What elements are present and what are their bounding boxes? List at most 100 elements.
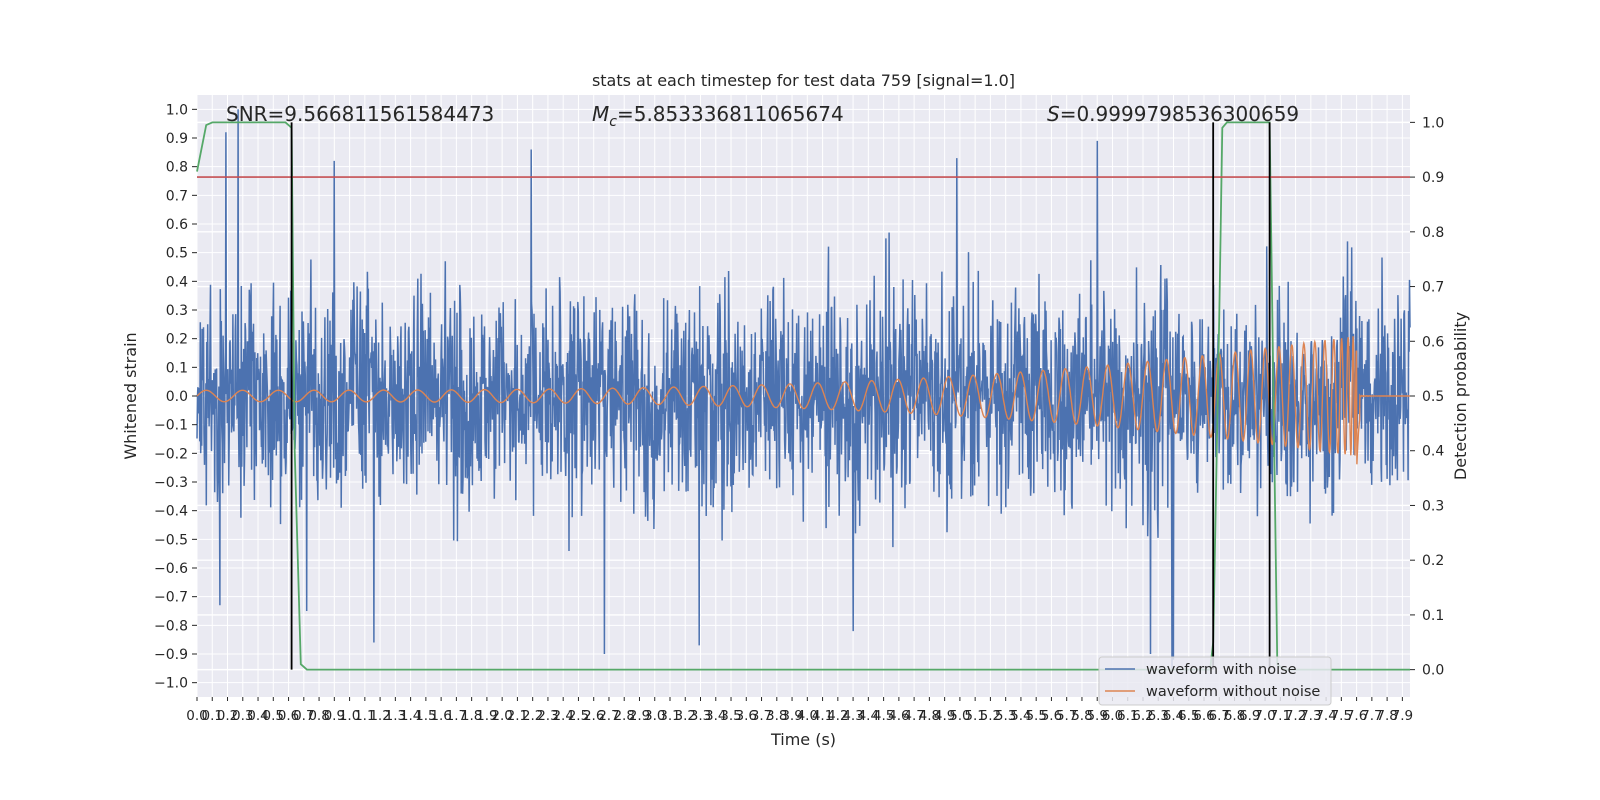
mc-subscript: c — [609, 114, 617, 130]
x-tick-label: 7.1 — [1270, 708, 1291, 724]
x-tick-label: 3.1 — [659, 708, 680, 724]
x-tick-label: 0.2 — [217, 708, 238, 724]
y-tick-label-left: 0.8 — [166, 160, 188, 176]
s-symbol: S — [1047, 102, 1060, 126]
x-tick-label: 4.4 — [858, 708, 879, 724]
y-tick-label-right: 0.0 — [1422, 663, 1444, 679]
x-tick-label: 6.9 — [1239, 708, 1260, 724]
x-tick-label: 2.1 — [507, 708, 528, 724]
y-tick-label-right: 0.3 — [1422, 498, 1444, 514]
y-tick-label-left: 0.9 — [166, 131, 188, 147]
legend: waveform with noise waveform without noi… — [1098, 656, 1332, 706]
x-tick-label: 4.0 — [797, 708, 818, 724]
y-tick-label-right: 0.7 — [1422, 280, 1444, 296]
x-tick-label: 5.0 — [949, 708, 970, 724]
x-tick-label: 7.7 — [1361, 708, 1382, 724]
x-tick-label: 3.9 — [781, 708, 802, 724]
x-tick-label: 1.9 — [476, 708, 497, 724]
x-tick-label: 7.3 — [1300, 708, 1321, 724]
x-tick-label: 2.2 — [522, 708, 543, 724]
x-tick-label: 3.7 — [751, 708, 772, 724]
x-tick-label: 7.6 — [1346, 708, 1367, 724]
x-tick-label: 0.0 — [186, 708, 207, 724]
x-tick-label: 3.4 — [705, 708, 726, 724]
y-tick-label-left: 0.7 — [166, 188, 188, 204]
x-tick-label: 3.6 — [736, 708, 757, 724]
x-tick-label: 6.8 — [1224, 708, 1245, 724]
y-tick-label-right: 0.2 — [1422, 553, 1444, 569]
y-tick-label-right: 0.1 — [1422, 608, 1444, 624]
x-tick-label: 5.4 — [1010, 708, 1031, 724]
x-tick-label: 1.0 — [339, 708, 360, 724]
y-tick-label-left: −0.2 — [154, 446, 188, 462]
x-tick-label: 5.1 — [964, 708, 985, 724]
x-tick-label: 1.2 — [369, 708, 390, 724]
y-tick-label-left: 0.5 — [166, 246, 188, 262]
x-tick-label: 5.7 — [1056, 708, 1077, 724]
x-tick-label: 0.3 — [232, 708, 253, 724]
x-tick-label: 0.8 — [308, 708, 329, 724]
series-layer — [196, 109, 1411, 671]
x-tick-label: 3.5 — [720, 708, 741, 724]
x-tick-label: 4.9 — [934, 708, 955, 724]
y-tick-label-left: 1.0 — [166, 102, 188, 118]
y-tick-label-left: 0.0 — [166, 389, 188, 405]
x-tick-label: 7.9 — [1392, 708, 1413, 724]
x-tick-label: 4.8 — [919, 708, 940, 724]
x-tick-label: 3.8 — [766, 708, 787, 724]
x-tick-label: 3.0 — [644, 708, 665, 724]
x-tick-label: 3.2 — [675, 708, 696, 724]
x-tick-label: 2.4 — [552, 708, 573, 724]
x-tick-label: 2.6 — [583, 708, 604, 724]
x-tick-label: 1.7 — [446, 708, 467, 724]
y-tick-label-left: −0.5 — [154, 532, 188, 548]
x-tick-label: 6.3 — [1148, 708, 1169, 724]
x-tick-label: 2.7 — [598, 708, 619, 724]
x-ticks: 0.00.10.20.30.40.50.60.70.80.91.01.11.21… — [186, 697, 1413, 724]
x-tick-label: 1.6 — [430, 708, 451, 724]
x-tick-label: 6.2 — [1132, 708, 1153, 724]
y-tick-label-left: −0.1 — [154, 418, 188, 434]
x-tick-label: 0.9 — [324, 708, 345, 724]
x-tick-label: 2.8 — [613, 708, 634, 724]
y-tick-label-left: −0.6 — [154, 561, 188, 577]
series-waveform-with-noise — [196, 109, 1411, 669]
x-tick-label: 4.5 — [873, 708, 894, 724]
y-axis-label-left: Whitened strain — [121, 332, 140, 459]
vertical-markers — [290, 122, 1271, 670]
x-tick-label: 7.2 — [1285, 708, 1306, 724]
x-tick-label: 6.6 — [1193, 708, 1214, 724]
y-tick-label-right: 1.0 — [1422, 115, 1444, 131]
y-tick-label-right: 0.9 — [1422, 170, 1444, 186]
x-tick-label: 0.1 — [202, 708, 223, 724]
x-tick-label: 5.3 — [995, 708, 1016, 724]
legend-box — [1098, 656, 1332, 706]
legend-label-noise: waveform with noise — [1146, 662, 1297, 678]
y-ticks-right: 0.0 0.1 0.2 0.3 0.4 0.5 0.6 0.7 0.8 0.9 1.0 — [1410, 115, 1444, 679]
y-tick-label-left: −1.0 — [154, 676, 188, 692]
x-tick-label: 0.5 — [263, 708, 284, 724]
s-annotation: S=0.9999798536300659 — [1047, 102, 1299, 126]
y-tick-label-left: 0.6 — [166, 217, 188, 233]
series-waveform-without-noise — [196, 336, 1410, 465]
x-tick-label: 0.4 — [247, 708, 268, 724]
x-tick-label: 5.5 — [1025, 708, 1046, 724]
x-tick-label: 7.5 — [1331, 708, 1352, 724]
x-tick-label: 4.1 — [812, 708, 833, 724]
y-tick-label-left: 0.4 — [166, 274, 188, 290]
y-tick-label-left: 0.2 — [166, 332, 188, 348]
mc-value: =5.853336811065674 — [617, 102, 844, 126]
x-tick-label: 5.8 — [1071, 708, 1092, 724]
y-tick-label-left: −0.3 — [154, 475, 188, 491]
x-tick-label: 4.3 — [842, 708, 863, 724]
x-tick-label: 0.6 — [278, 708, 299, 724]
x-tick-label: 5.9 — [1086, 708, 1107, 724]
y-ticks-left: −1.0 −0.9 −0.8 −0.7 −0.6 −0.5 −0.4 −0.3 −0.2 −0.1… — [154, 102, 197, 692]
mc-annotation: Mc=5.853336811065674 — [592, 102, 844, 130]
x-tick-label: 7.0 — [1254, 708, 1275, 724]
x-tick-label: 2.5 — [568, 708, 589, 724]
mc-symbol: M — [592, 102, 609, 126]
x-tick-label: 0.7 — [293, 708, 314, 724]
